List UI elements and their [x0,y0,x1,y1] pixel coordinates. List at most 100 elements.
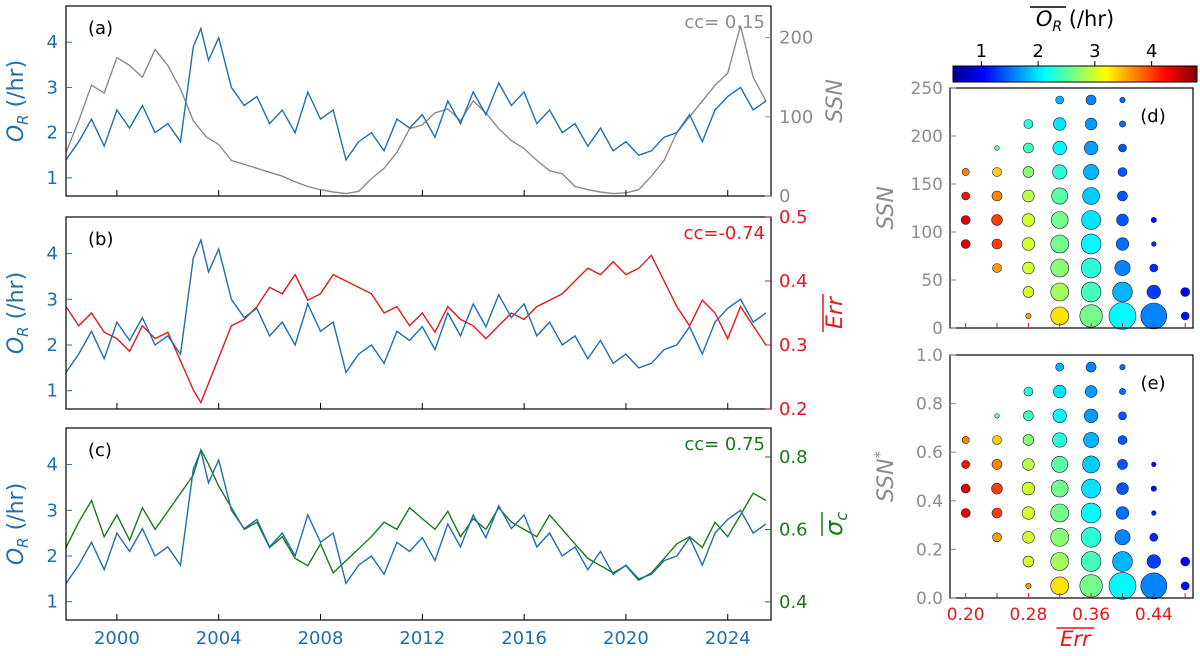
scatter-point [960,215,971,225]
x-tick-label: 2016 [501,628,547,649]
series-err-line [65,254,767,405]
cc-label: cc=-0.74 [684,223,765,244]
colorbar-title-unit: (/hr) [1062,7,1114,31]
scatter-point [1050,552,1069,571]
scatter-point [1114,260,1131,276]
scatter-point [991,190,1003,202]
scatter-point [1050,576,1069,596]
scatter-point [1055,95,1064,105]
scatter-point [1022,434,1035,446]
x-axis-title: Err [1060,627,1092,651]
plot-frame [949,354,1194,599]
scatter-point [1151,461,1157,468]
cc-label: cc= 0.75 [684,434,765,455]
y2-tick-label: 0.4 [779,592,808,613]
scatter-point [1080,551,1102,572]
y2-axis-title: Err [822,294,848,332]
scatter-point [1050,306,1069,326]
scatter-point [1051,187,1069,205]
scatter-point [1052,408,1067,423]
scatter-point [1083,164,1099,180]
scatter-point [1025,582,1032,589]
y-tick-label: 4 [47,455,58,476]
panel-a: 1 2 3 4 0 100 200 (a) cc= 0.15 OR (/hr) SSN [4,5,848,207]
scatter-point [1021,213,1036,227]
scatter-point [1053,384,1067,399]
y-axis-title: SSN* [871,450,899,502]
scatter-point [1112,281,1133,303]
colorbar-title-var: O [1036,7,1053,31]
scatter-point [1115,506,1130,520]
scatter-point [1081,210,1101,230]
y2-tick-label: 0.8 [779,447,808,468]
y-tick-label: 3 [47,289,58,310]
y-axis-title-unit: (/hr) [4,60,29,115]
y-tick-label: 1.0 [916,346,943,366]
scatter-point [1108,302,1137,330]
scatter-point [991,214,1003,226]
plot-frame [949,87,1194,329]
scatter-point [1022,555,1035,568]
y2-axis-title: σc [820,512,851,536]
scatter-point [1117,190,1128,202]
scatter-point [1150,217,1157,224]
y2-tick-label: 0.2 [779,399,808,420]
scatter-point [1080,233,1102,255]
y2-tick-label: 0.5 [779,207,808,228]
scatter-point [1050,211,1069,229]
scatter-point [991,459,1003,470]
scatter-point [1022,286,1035,298]
scatter-point [960,508,971,518]
scatter-point [1116,482,1129,495]
scatter-point [1021,482,1036,496]
scatter-point [1022,531,1035,544]
panel-c: 1 2 3 4 0.4 0.6 0.8 2000 2004 2008 2012 2016 2020 202… [4,427,851,649]
scatter-point [991,507,1003,519]
scatter-point [1117,459,1128,470]
y-axis-title: OR (/hr) [4,60,32,142]
scatter-point [960,483,971,494]
scatter-point [1140,572,1168,600]
series-ssn-line [65,25,767,195]
cc-label: cc= 0.15 [684,12,765,33]
scatter-point [1023,386,1034,397]
scatter-point [1050,503,1069,523]
scatter-point [1118,143,1127,153]
x-tick-label: 0.36 [1072,605,1110,625]
panel-e: 0.0 0.2 0.4 0.6 0.8 1.0 0.20 0.28 0.36 0.44 Err (e)… [871,346,1194,651]
scatter-point [1151,241,1157,247]
scatter-point [1119,364,1126,371]
scatter-point [992,532,1002,543]
y-tick-label: 0.2 [916,540,943,560]
scatter-point [1180,581,1190,591]
scatter-point [1112,551,1133,572]
y-axis-title-sup: * [871,450,889,458]
y-tick-label: 50 [921,271,943,291]
colorbar-tick-label: 4 [1146,41,1157,62]
x-tick-label: 2004 [196,628,242,649]
y-axis-title-unit: (/hr) [4,483,29,538]
series-or-line [65,448,767,586]
scatter-point [1083,408,1099,423]
scatter-point [1023,119,1034,129]
scatter-point [1085,361,1097,373]
y-tick-label: 0.6 [916,443,943,463]
scatter-point [1083,140,1099,156]
y2-axis-title-text: Err [823,295,848,329]
scatter-point [1023,142,1034,154]
scatter-point [1050,234,1069,254]
scatter-point [1119,120,1126,128]
y2-axis-title-text: σc [820,512,851,536]
panel-label: (b) [88,229,113,250]
scatter-point [1055,362,1064,372]
scatter-point [1050,527,1069,547]
y-axis-title-unit: (/hr) [4,272,29,327]
scatter-point [994,413,1000,419]
scatter-point [1050,479,1069,498]
y-tick-label: 1 [47,168,58,189]
scatter-point [1114,529,1131,546]
scatter-point [1050,282,1069,302]
y-axis-title-var: O [4,125,29,142]
sigma: σ [820,520,848,536]
scatter-point [1080,257,1102,279]
